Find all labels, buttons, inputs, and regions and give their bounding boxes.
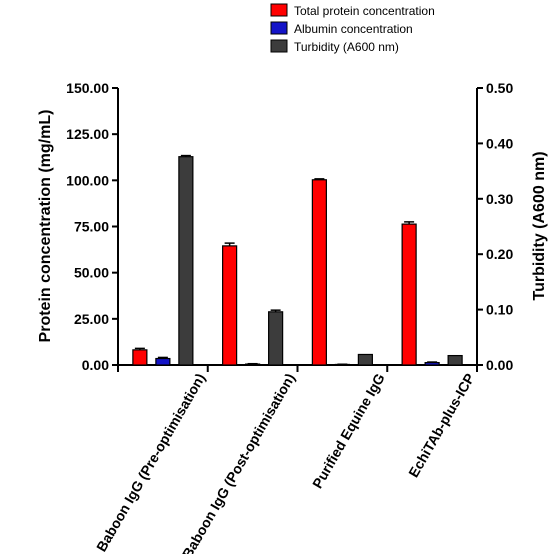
legend-swatch: [270, 21, 288, 35]
right-tick-label: 0.00: [486, 357, 513, 373]
bar-1: [132, 349, 148, 366]
right-tick-label: 0.10: [486, 302, 513, 318]
right-tick-label: 0.30: [486, 191, 513, 207]
bar-3: [268, 311, 284, 366]
right-axis-title: Turbidity (A600 nm): [531, 151, 548, 300]
left-axis-title: Protein concentration (mg/mL): [37, 110, 54, 343]
left-tick-label: 150.00: [66, 80, 109, 96]
bar-3: [447, 354, 463, 366]
right-tick-label: 0.50: [486, 80, 513, 96]
bar-2: [424, 361, 440, 366]
bars: [132, 154, 463, 366]
bar-1: [401, 223, 417, 366]
legend-label: Albumin concentration: [294, 22, 413, 36]
bar-3: [178, 156, 194, 366]
x-category-label: Baboon IgG (Pre-optimisation): [93, 371, 208, 554]
legend-swatch: [270, 3, 288, 17]
left-tick-label: 125.00: [66, 126, 109, 142]
left-tick-label: 25.00: [74, 311, 109, 327]
left-tick-label: 75.00: [74, 219, 109, 235]
bar-2: [155, 357, 171, 366]
x-category-label: EchiTAb-plus-ICP: [405, 371, 477, 480]
x-axis: Baboon IgG (Pre-optimisation)Baboon IgG …: [93, 365, 478, 554]
legend: Total protein concentration Albumin conce…: [270, 3, 435, 54]
right-y-axis: 0.00 0.10 0.20 0.30 0.40 0.50: [476, 80, 513, 373]
legend-label: Total protein concentration: [294, 4, 435, 18]
bar-3: [357, 353, 373, 366]
bar-1: [311, 179, 327, 366]
left-y-axis: 0.00 25.00 50.00 75.00 100.00 125.00 150.00: [66, 80, 119, 373]
left-tick-label: 100.00: [66, 172, 109, 188]
bar-1: [222, 245, 238, 366]
left-tick-label: 0.00: [82, 357, 109, 373]
right-tick-label: 0.40: [486, 135, 513, 151]
legend-swatch: [270, 39, 288, 53]
legend-label: Turbidity (A600 nm): [294, 40, 399, 54]
right-tick-label: 0.20: [486, 246, 513, 262]
x-category-label: Purified Equine IgG: [309, 370, 388, 491]
left-tick-label: 50.00: [74, 265, 109, 281]
